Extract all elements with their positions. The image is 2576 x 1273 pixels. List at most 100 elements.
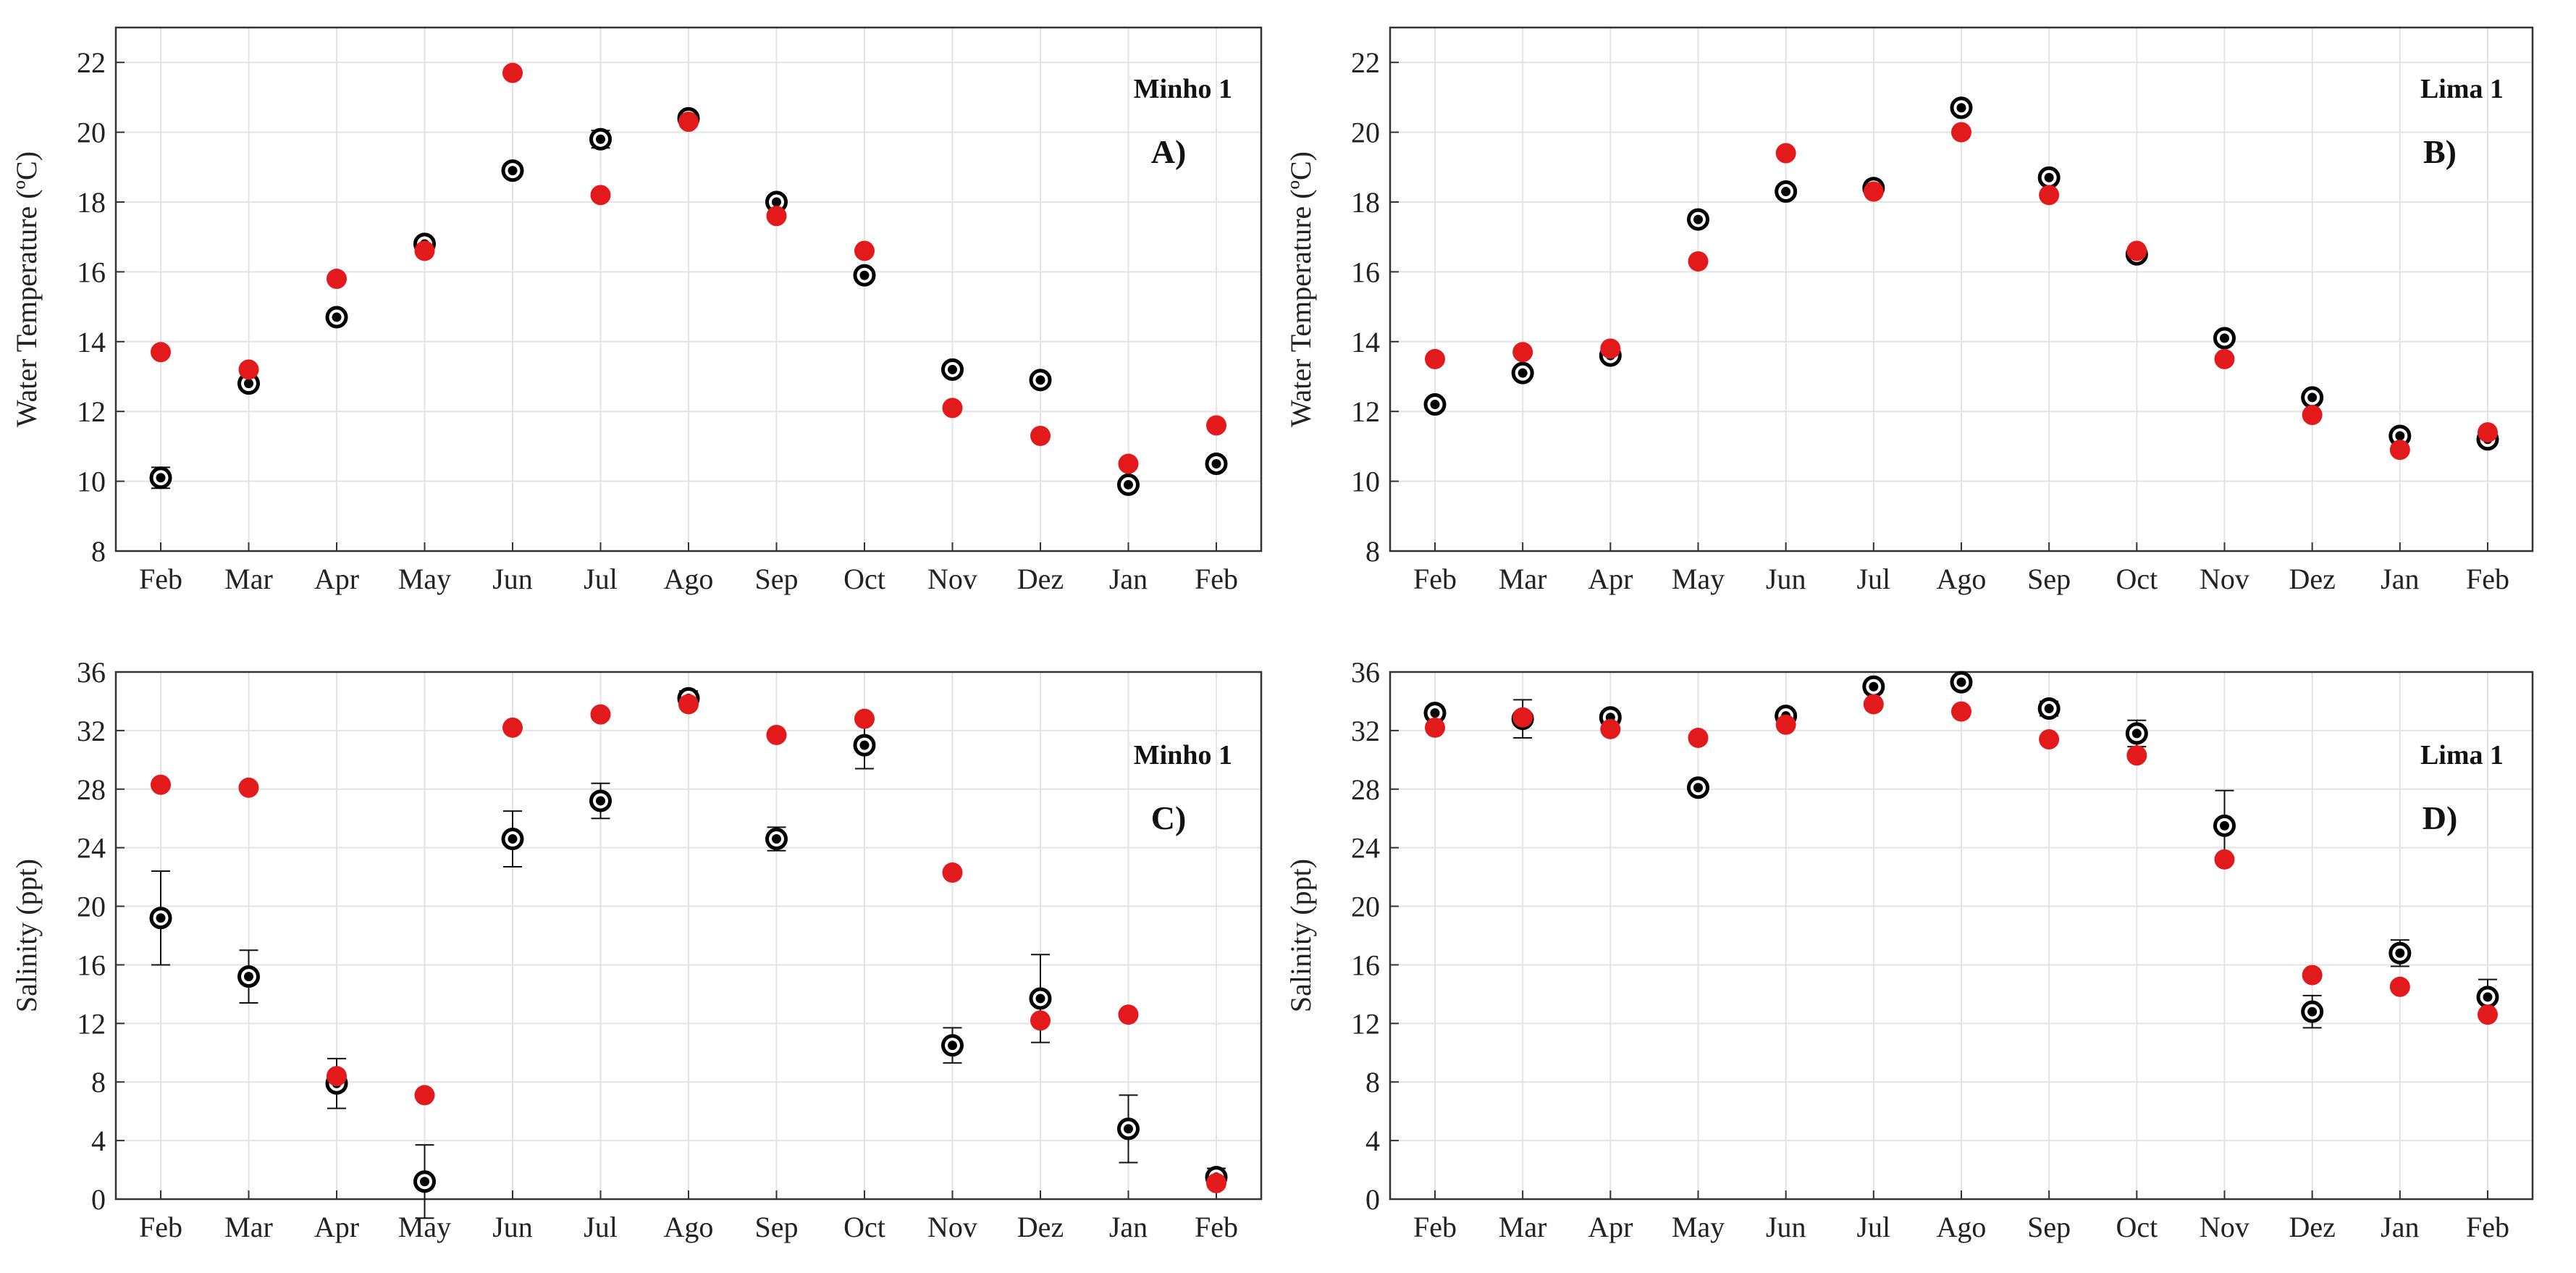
x-tick-label: Dez xyxy=(2289,563,2335,595)
y-tick-label: 14 xyxy=(77,326,106,358)
x-tick-label: Dez xyxy=(1017,563,1064,595)
model-point xyxy=(1863,181,1884,202)
y-tick-label: 18 xyxy=(1351,186,1380,219)
y-tick-label: 10 xyxy=(77,466,106,498)
model-point xyxy=(1775,143,1796,164)
model-point xyxy=(1512,342,1533,363)
model-point xyxy=(2389,976,2410,997)
y-tick-label: 12 xyxy=(1351,395,1380,428)
panel-letter: A) xyxy=(1151,133,1187,170)
x-tick-label: Jul xyxy=(1856,563,1890,595)
observed-point xyxy=(853,264,876,287)
observed-point xyxy=(1687,208,1709,231)
model-point xyxy=(327,269,347,290)
y-tick-label: 32 xyxy=(1351,715,1380,747)
y-tick-label: 12 xyxy=(77,395,106,428)
x-tick-label: Jul xyxy=(584,1211,618,1243)
model-point xyxy=(1863,694,1884,715)
model-point xyxy=(1206,1172,1226,1193)
observed-point xyxy=(1029,369,1052,392)
observed-point xyxy=(2213,327,2236,350)
panel-title: Minho 1 xyxy=(1134,740,1232,770)
model-point xyxy=(1118,1004,1139,1025)
y-tick-label: 8 xyxy=(1365,1066,1380,1098)
y-tick-label: 16 xyxy=(77,256,106,288)
x-tick-label: Feb xyxy=(139,563,182,595)
model-point xyxy=(414,240,435,261)
model-point xyxy=(1425,348,1445,369)
x-tick-label: Ago xyxy=(1937,563,1987,595)
y-tick-label: 20 xyxy=(1351,891,1380,923)
x-tick-label: Apr xyxy=(1588,1211,1633,1243)
x-tick-label: Apr xyxy=(314,1211,359,1243)
model-point xyxy=(1600,718,1621,739)
observed-point xyxy=(765,828,788,851)
observed-point xyxy=(237,965,260,988)
y-tick-label: 22 xyxy=(77,46,106,79)
model-point xyxy=(1118,453,1139,474)
observed-point xyxy=(2125,722,2148,745)
x-tick-label: Apr xyxy=(1588,563,1633,595)
model-point xyxy=(151,774,171,795)
panel-title: Lima 1 xyxy=(2420,74,2504,104)
y-tick-label: 20 xyxy=(77,117,106,149)
series-model xyxy=(1425,694,2498,1025)
x-tick-label: Nov xyxy=(2200,563,2249,595)
x-tick-label: Jan xyxy=(2381,1211,2419,1243)
model-point xyxy=(2126,240,2147,261)
observed-point xyxy=(2301,1000,2324,1023)
model-point xyxy=(2302,965,2323,986)
y-axis-title: Salinity (ppt) xyxy=(1284,859,1317,1012)
model-point xyxy=(678,112,699,133)
plot-frame xyxy=(1389,26,2534,553)
model-point xyxy=(854,708,875,729)
model-point xyxy=(1512,707,1533,728)
x-tick-label: Jan xyxy=(1109,563,1148,595)
model-point xyxy=(502,717,523,738)
x-tick-label: Oct xyxy=(2116,1211,2158,1243)
observed-point xyxy=(1117,1117,1140,1140)
x-tick-label: Nov xyxy=(2200,1211,2249,1243)
observed-point xyxy=(1950,96,1973,119)
observed-point xyxy=(589,789,612,812)
y-axis-title: Water Temperature (ºC) xyxy=(1284,151,1317,427)
observed-point xyxy=(1950,671,1973,694)
y-tick-label: 22 xyxy=(1351,46,1380,79)
observed-point xyxy=(1117,473,1140,496)
y-tick-label: 12 xyxy=(1351,1007,1380,1040)
model-point xyxy=(1206,415,1226,436)
model-point xyxy=(1951,701,1971,722)
y-tick-label: 24 xyxy=(77,832,106,865)
panel-title: Minho 1 xyxy=(1134,74,1232,104)
model-point xyxy=(2126,745,2147,766)
x-tick-label: Jun xyxy=(492,563,533,595)
y-tick-label: 14 xyxy=(1351,326,1380,358)
observed-point xyxy=(1775,180,1798,203)
model-point xyxy=(327,1066,347,1087)
x-tick-label: Jul xyxy=(584,563,618,595)
x-tick-label: Mar xyxy=(224,1211,273,1243)
x-tick-label: Feb xyxy=(1413,563,1457,595)
series-model xyxy=(151,62,1226,474)
model-point xyxy=(766,206,787,227)
x-tick-label: Jun xyxy=(492,1211,533,1243)
x-tick-label: Jun xyxy=(1766,563,1806,595)
y-axis-title: Water Temperature (ºC) xyxy=(10,151,43,427)
observed-point xyxy=(2037,697,2061,720)
x-tick-label: Mar xyxy=(1499,563,1547,595)
observed-point xyxy=(2301,386,2324,409)
model-point xyxy=(238,359,259,380)
x-tick-label: May xyxy=(398,563,451,595)
x-tick-label: Feb xyxy=(1195,563,1238,595)
series-observed xyxy=(149,106,1228,496)
y-tick-label: 36 xyxy=(1351,656,1380,689)
observed-point xyxy=(149,907,172,930)
observed-point xyxy=(1423,393,1447,416)
x-tick-label: Feb xyxy=(2466,563,2509,595)
model-point xyxy=(678,694,699,715)
observed-point xyxy=(1511,361,1534,385)
x-tick-label: Jan xyxy=(1109,1211,1148,1243)
observed-point xyxy=(149,466,172,490)
x-tick-label: Feb xyxy=(1413,1211,1457,1243)
plot-frame xyxy=(114,26,1263,553)
